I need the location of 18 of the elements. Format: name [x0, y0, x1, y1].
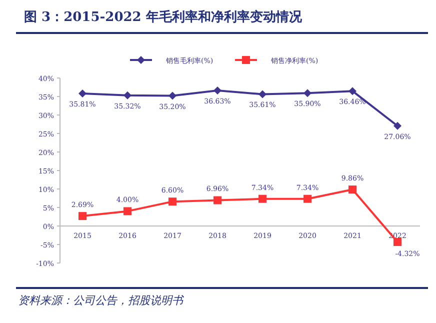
- point: [78, 212, 86, 220]
- point: [304, 194, 312, 203]
- point: [258, 194, 266, 203]
- point: [394, 238, 402, 246]
- chart-title: 图 3：2015-2022 年毛利率和净利率变动情况: [24, 9, 303, 25]
- point: [78, 90, 86, 98]
- point: [168, 92, 176, 100]
- point: [214, 196, 222, 204]
- point: [348, 186, 356, 194]
- point: [124, 91, 132, 100]
- point: [348, 87, 356, 96]
- point: [258, 90, 266, 98]
- point: [168, 198, 176, 206]
- text: 资料来源：公司公告，招股说明书: [18, 294, 185, 307]
- point: [304, 89, 312, 98]
- point: [124, 207, 132, 216]
- point: [394, 122, 402, 130]
- point: [214, 86, 222, 94]
